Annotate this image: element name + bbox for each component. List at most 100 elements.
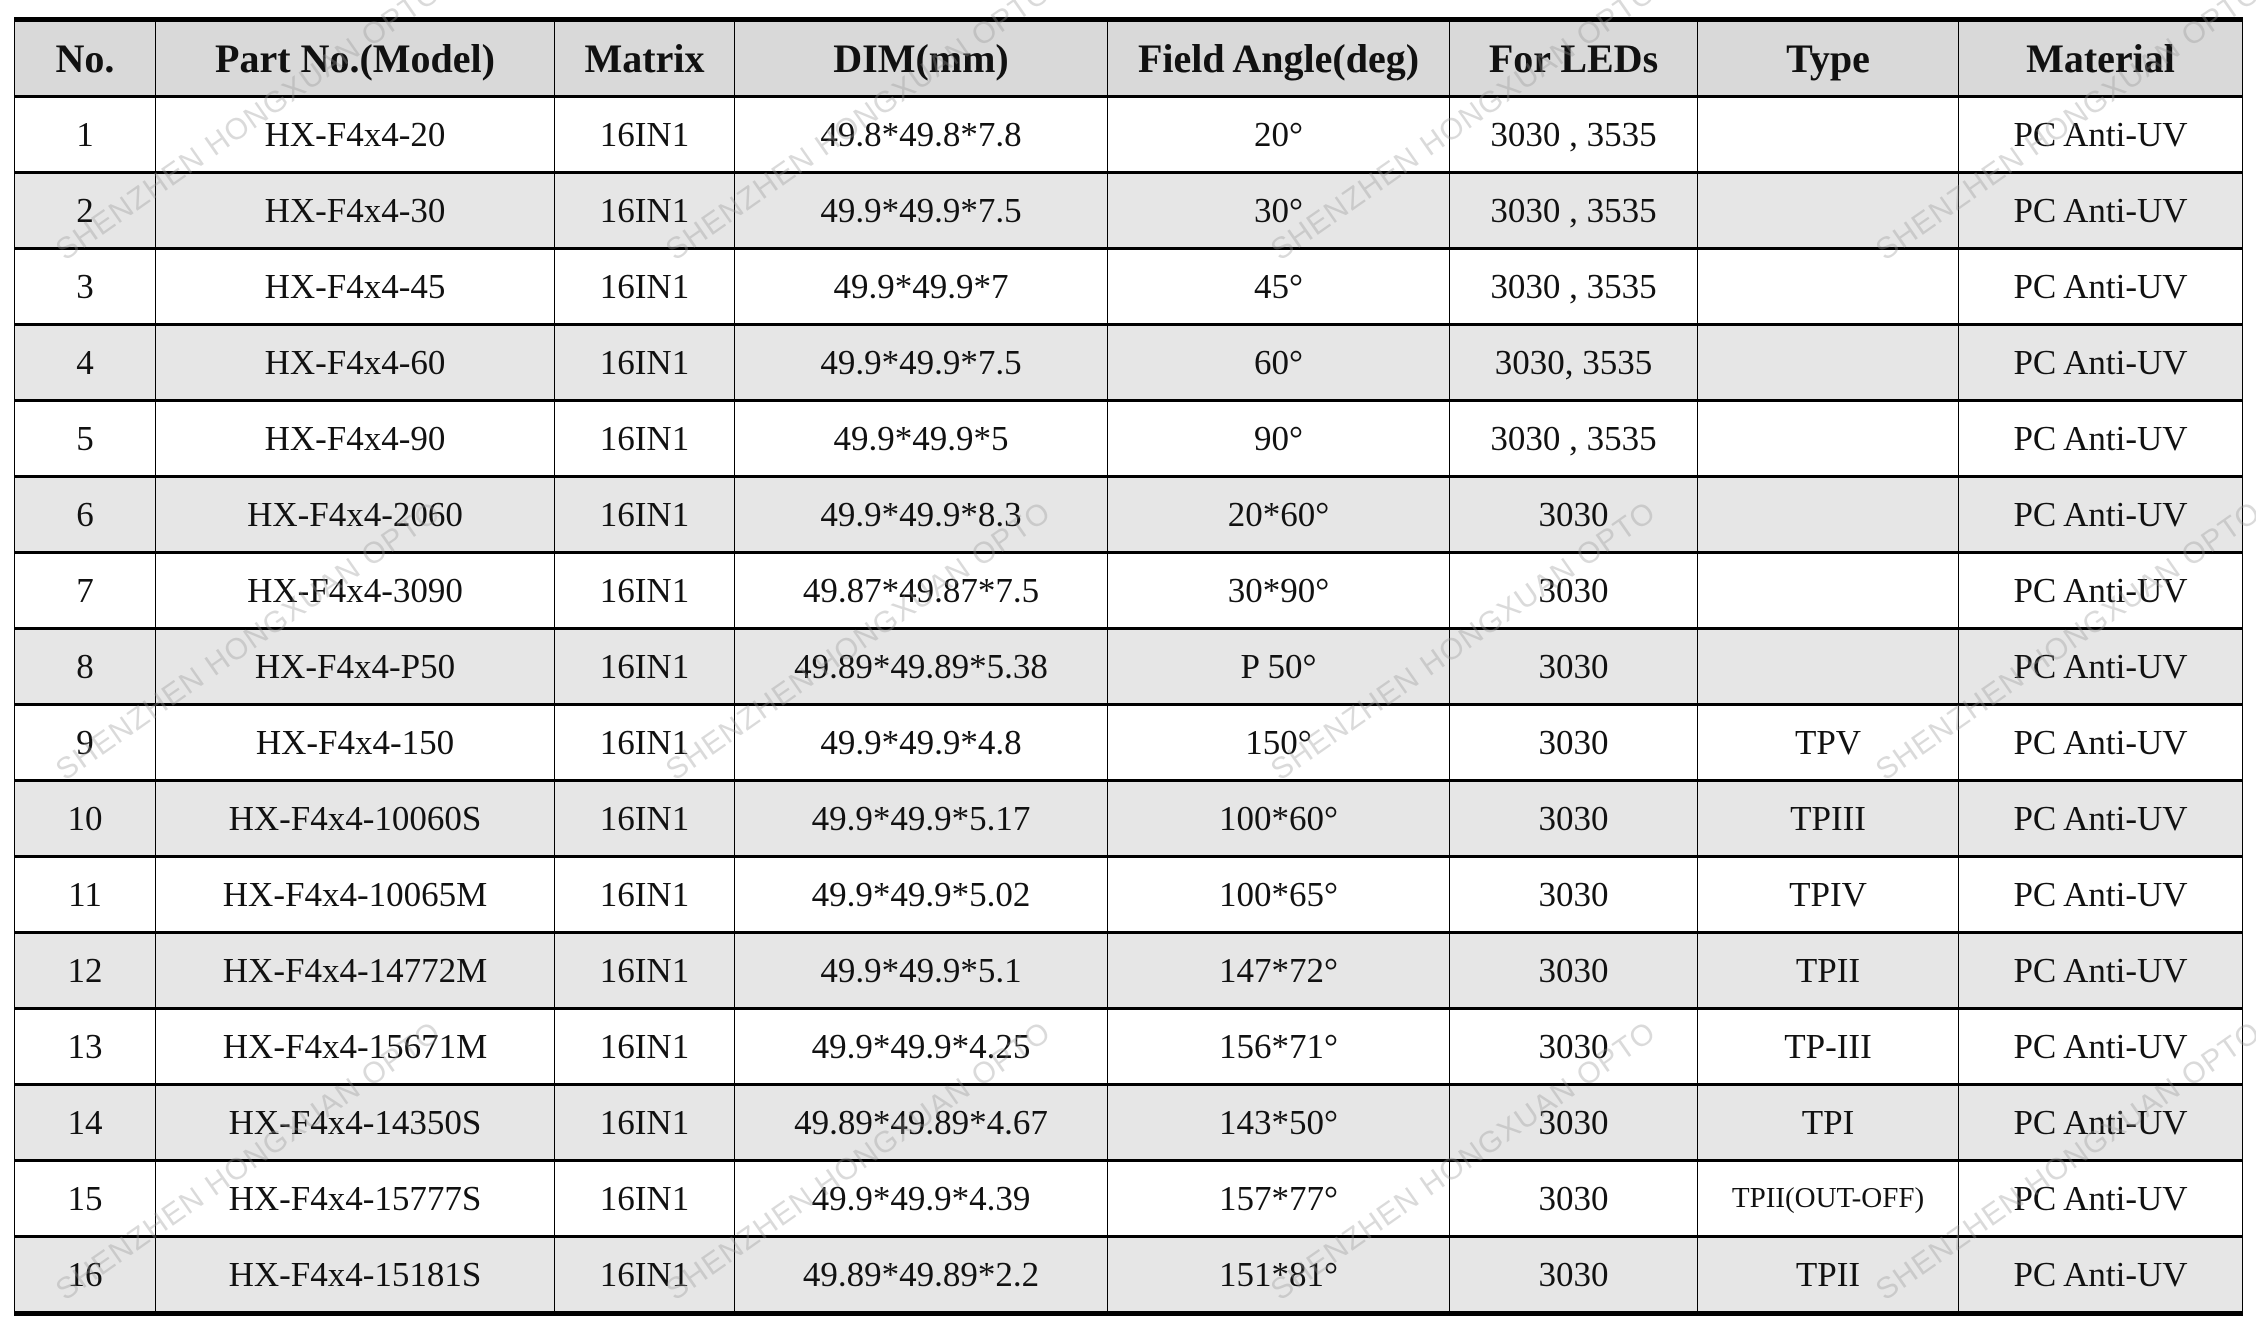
cell-dim: 49.87*49.87*7.5 [734, 552, 1108, 629]
cell-dim: 49.89*49.89*5.38 [734, 628, 1108, 705]
cell-type [1697, 476, 1959, 553]
cell-material: PC Anti-UV [1958, 324, 2243, 401]
cell-for-leds: 3030 [1449, 856, 1698, 933]
cell-part-no: HX-F4x4-14350S [155, 1084, 555, 1161]
cell-matrix: 16IN1 [554, 552, 735, 629]
cell-matrix: 16IN1 [554, 856, 735, 933]
cell-matrix: 16IN1 [554, 172, 735, 249]
cell-matrix: 16IN1 [554, 1008, 735, 1085]
cell-no: 3 [14, 248, 156, 325]
cell-field-angle: P 50° [1107, 628, 1450, 705]
cell-material: PC Anti-UV [1958, 628, 2243, 705]
table-row: 4 HX-F4x4-60 16IN1 49.9*49.9*7.5 60° 3030, 35… [14, 324, 2243, 401]
cell-no: 16 [14, 1236, 156, 1314]
cell-dim: 49.9*49.9*7.5 [734, 172, 1108, 249]
cell-dim: 49.9*49.9*4.25 [734, 1008, 1108, 1085]
cell-part-no: HX-F4x4-150 [155, 704, 555, 781]
cell-for-leds: 3030 , 3535 [1449, 400, 1698, 477]
table-header-row: No. Part No.(Model) Matrix DIM(mm) Field Ang… [14, 19, 2243, 97]
cell-no: 6 [14, 476, 156, 553]
cell-field-angle: 60° [1107, 324, 1450, 401]
table-row: 13 HX-F4x4-15671M 16IN1 49.9*49.9*4.25 156*7… [14, 1008, 2243, 1085]
cell-part-no: HX-F4x4-14772M [155, 932, 555, 1009]
cell-matrix: 16IN1 [554, 704, 735, 781]
cell-no: 10 [14, 780, 156, 857]
cell-for-leds: 3030 [1449, 1084, 1698, 1161]
cell-type: TPII [1697, 932, 1959, 1009]
cell-no: 7 [14, 552, 156, 629]
cell-type: TPV [1697, 704, 1959, 781]
table-row: 8 HX-F4x4-P50 16IN1 49.89*49.89*5.38 P 50° 30… [14, 628, 2243, 705]
cell-material: PC Anti-UV [1958, 476, 2243, 553]
cell-field-angle: 30*90° [1107, 552, 1450, 629]
cell-matrix: 16IN1 [554, 1084, 735, 1161]
cell-part-no: HX-F4x4-15671M [155, 1008, 555, 1085]
cell-dim: 49.9*49.9*5.17 [734, 780, 1108, 857]
cell-field-angle: 143*50° [1107, 1084, 1450, 1161]
cell-no: 13 [14, 1008, 156, 1085]
cell-part-no: HX-F4x4-10060S [155, 780, 555, 857]
cell-for-leds: 3030 [1449, 932, 1698, 1009]
cell-material: PC Anti-UV [1958, 932, 2243, 1009]
cell-for-leds: 3030 , 3535 [1449, 96, 1698, 173]
table-row: 9 HX-F4x4-150 16IN1 49.9*49.9*4.8 150° 3030 TP… [14, 704, 2243, 781]
cell-matrix: 16IN1 [554, 1160, 735, 1237]
cell-dim: 49.89*49.89*2.2 [734, 1236, 1108, 1314]
cell-type: TPII [1697, 1236, 1959, 1314]
cell-no: 2 [14, 172, 156, 249]
cell-type [1697, 172, 1959, 249]
cell-dim: 49.89*49.89*4.67 [734, 1084, 1108, 1161]
cell-no: 5 [14, 400, 156, 477]
cell-for-leds: 3030 [1449, 1236, 1698, 1314]
cell-part-no: HX-F4x4-45 [155, 248, 555, 325]
cell-part-no: HX-F4x4-15181S [155, 1236, 555, 1314]
cell-no: 15 [14, 1160, 156, 1237]
column-header-part-no: Part No.(Model) [155, 19, 555, 97]
table-row: 15 HX-F4x4-15777S 16IN1 49.9*49.9*4.39 157*7… [14, 1160, 2243, 1237]
cell-type [1697, 552, 1959, 629]
cell-type [1697, 324, 1959, 401]
cell-material: PC Anti-UV [1958, 248, 2243, 325]
cell-matrix: 16IN1 [554, 248, 735, 325]
cell-no: 8 [14, 628, 156, 705]
table-row: 3 HX-F4x4-45 16IN1 49.9*49.9*7 45° 3030 , 353… [14, 248, 2243, 325]
cell-part-no: HX-F4x4-2060 [155, 476, 555, 553]
cell-for-leds: 3030, 3535 [1449, 324, 1698, 401]
cell-field-angle: 45° [1107, 248, 1450, 325]
cell-part-no: HX-F4x4-3090 [155, 552, 555, 629]
table-row: 16 HX-F4x4-15181S 16IN1 49.89*49.89*2.2 151*… [14, 1236, 2243, 1314]
cell-for-leds: 3030 [1449, 780, 1698, 857]
cell-matrix: 16IN1 [554, 1236, 735, 1314]
cell-no: 4 [14, 324, 156, 401]
cell-for-leds: 3030 [1449, 1008, 1698, 1085]
cell-part-no: HX-F4x4-60 [155, 324, 555, 401]
cell-dim: 49.9*49.9*8.3 [734, 476, 1108, 553]
cell-field-angle: 156*71° [1107, 1008, 1450, 1085]
cell-material: PC Anti-UV [1958, 704, 2243, 781]
column-header-material: Material [1958, 19, 2243, 97]
cell-type: TPII(OUT-OFF) [1697, 1160, 1959, 1237]
cell-field-angle: 150° [1107, 704, 1450, 781]
cell-part-no: HX-F4x4-20 [155, 96, 555, 173]
cell-for-leds: 3030 , 3535 [1449, 172, 1698, 249]
cell-matrix: 16IN1 [554, 628, 735, 705]
table-row: 10 HX-F4x4-10060S 16IN1 49.9*49.9*5.17 100*6… [14, 780, 2243, 857]
column-header-type: Type [1697, 19, 1959, 97]
cell-part-no: HX-F4x4-10065M [155, 856, 555, 933]
table-row: 2 HX-F4x4-30 16IN1 49.9*49.9*7.5 30° 3030 , 3… [14, 172, 2243, 249]
table-row: 1 HX-F4x4-20 16IN1 49.8*49.8*7.8 20° 3030 , 3… [14, 96, 2243, 173]
cell-dim: 49.9*49.9*7 [734, 248, 1108, 325]
cell-material: PC Anti-UV [1958, 96, 2243, 173]
cell-for-leds: 3030 [1449, 476, 1698, 553]
cell-no: 12 [14, 932, 156, 1009]
cell-for-leds: 3030 [1449, 552, 1698, 629]
table-row: 5 HX-F4x4-90 16IN1 49.9*49.9*5 90° 3030 , 353… [14, 400, 2243, 477]
cell-matrix: 16IN1 [554, 324, 735, 401]
cell-dim: 49.9*49.9*7.5 [734, 324, 1108, 401]
cell-field-angle: 90° [1107, 400, 1450, 477]
cell-dim: 49.9*49.9*5.02 [734, 856, 1108, 933]
cell-for-leds: 3030 [1449, 704, 1698, 781]
cell-material: PC Anti-UV [1958, 1008, 2243, 1085]
cell-type [1697, 400, 1959, 477]
table-row: 6 HX-F4x4-2060 16IN1 49.9*49.9*8.3 20*60° 303… [14, 476, 2243, 553]
